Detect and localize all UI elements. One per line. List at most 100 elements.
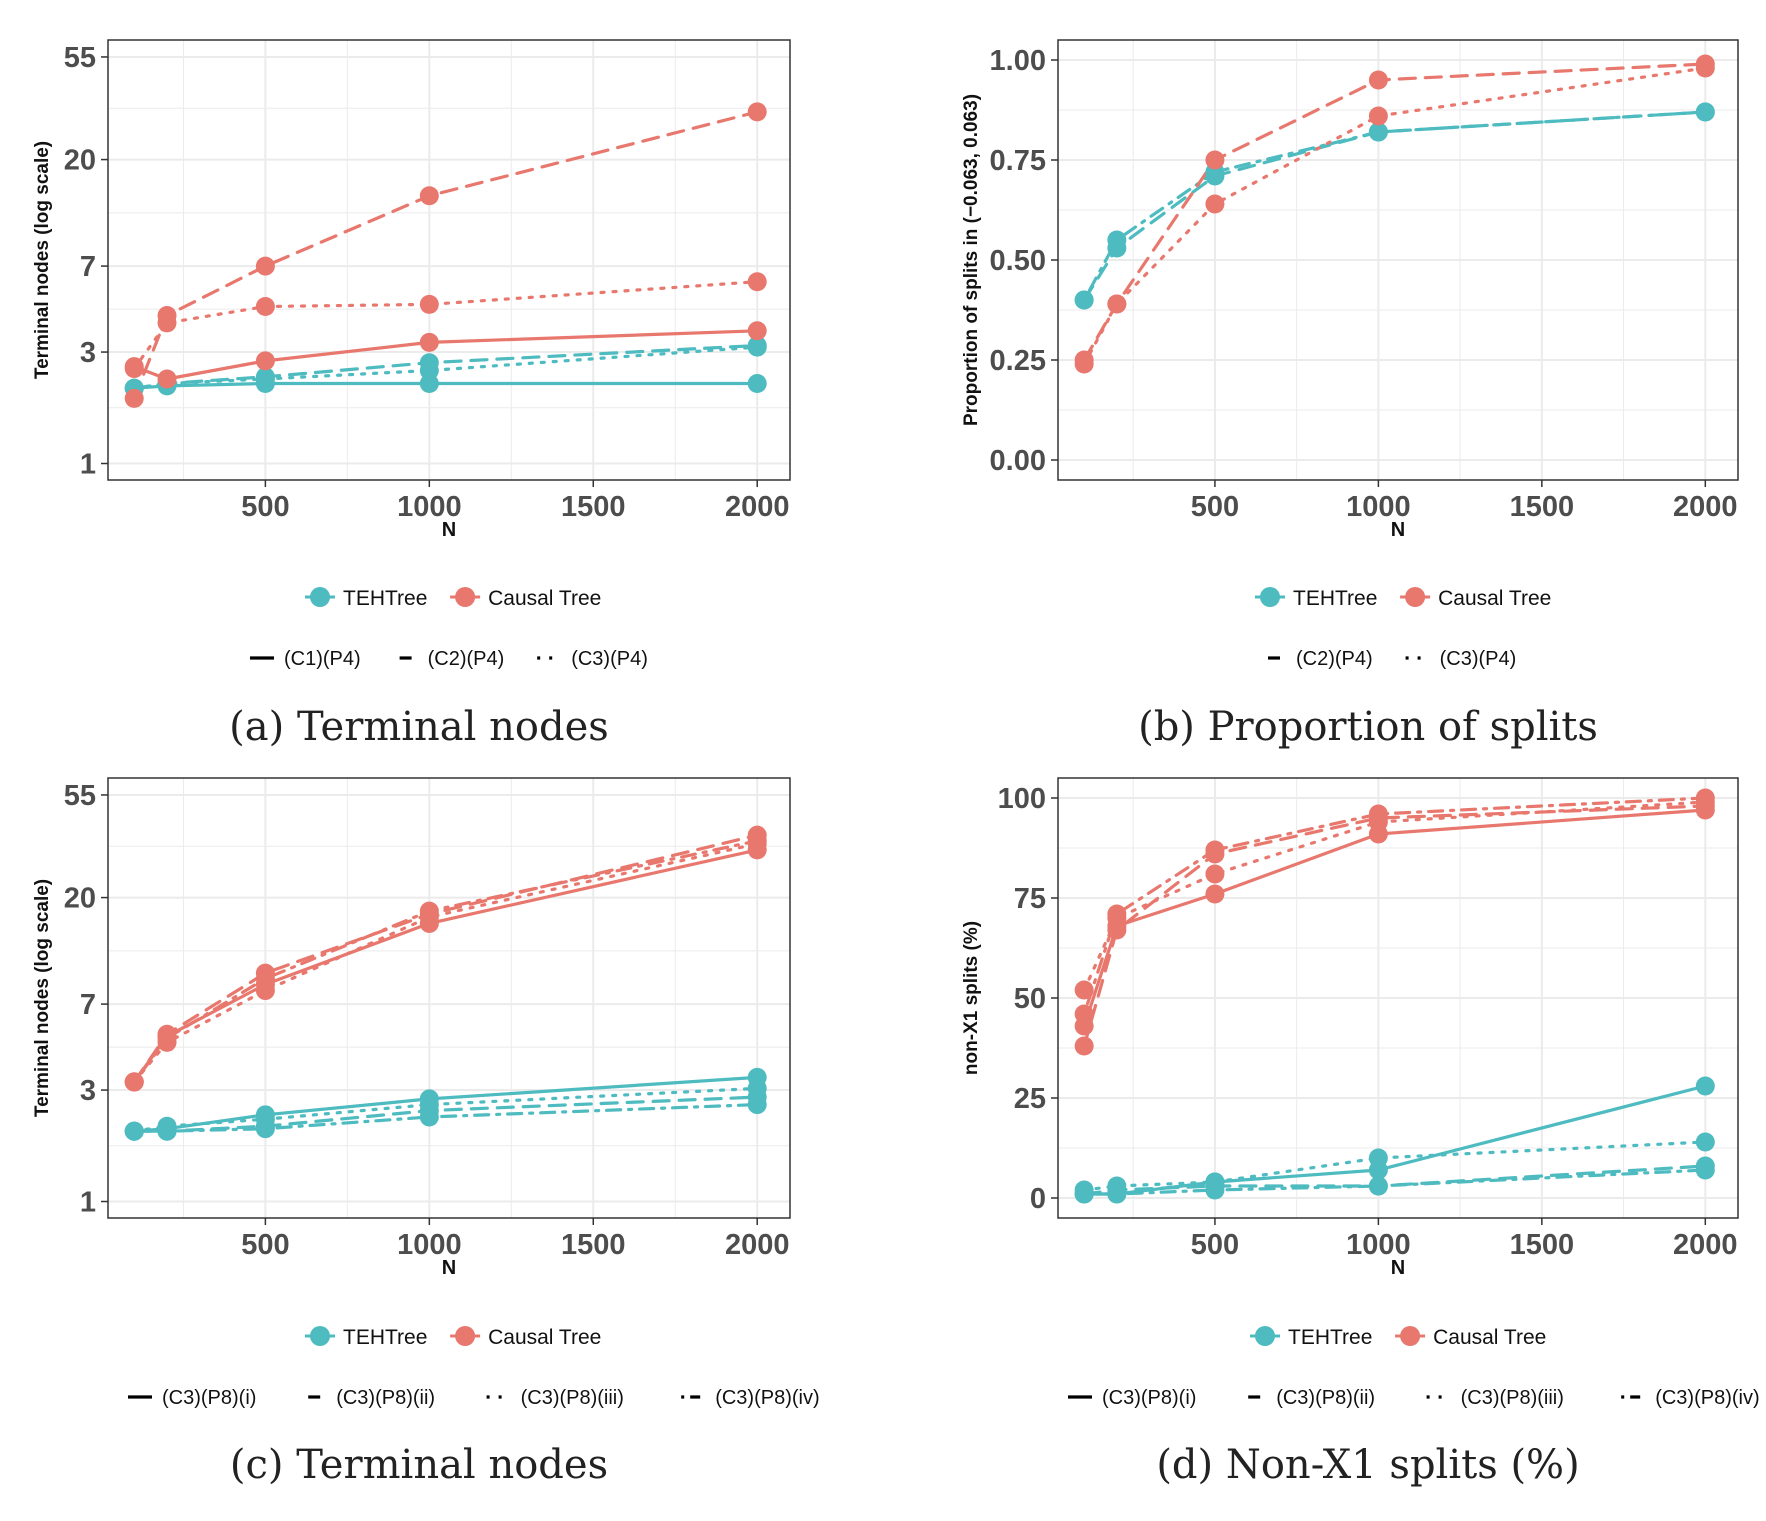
x-tick-label: 1500 [1510, 491, 1575, 523]
data-point [747, 272, 767, 292]
data-point [157, 369, 177, 389]
y-axis-title: Proportion of splits in (−0.063, 0.063) [961, 94, 982, 426]
y-axis-title: non-X1 splits (%) [961, 921, 982, 1075]
legend-label: TEHTree [1288, 1326, 1372, 1349]
legend-key-point [310, 587, 330, 607]
caption: (d) Non-X1 splits (%) [1156, 1442, 1579, 1488]
data-point [419, 294, 439, 314]
x-tick-label: 2000 [725, 1229, 790, 1261]
method-legend: TEHTree Causal Tree [305, 1326, 601, 1349]
legend-key-point [1405, 587, 1426, 607]
linetype-legend: (C3)(P8)(i) (C3)(P8)(ii) (C3)(P8)(iii) (C3)… [1068, 1387, 1760, 1409]
data-point [124, 1072, 144, 1092]
data-point [1695, 1160, 1715, 1180]
data-point [1368, 804, 1388, 824]
linetype-legend: (C3)(P8)(i) (C3)(P8)(ii) (C3)(P8)(iii) (C3)… [128, 1387, 820, 1409]
x-tick-label: 1500 [561, 491, 626, 523]
data-point [1074, 290, 1094, 310]
legend-key-point [455, 1326, 476, 1346]
caption: (b) Proportion of splits [1138, 704, 1598, 750]
panel-a: 500 1000 1500 2000 1 3 7 20 55 N Terminal nodes (l… [32, 39, 791, 750]
grid [1058, 778, 1738, 1218]
data-point [1368, 106, 1388, 126]
data-point [1074, 980, 1094, 1000]
y-tick-label: 75 [1014, 883, 1046, 915]
legend-label: Causal Tree [1433, 1326, 1546, 1349]
legend-label: Causal Tree [488, 587, 601, 610]
data-point [255, 256, 275, 276]
data-point [1695, 102, 1715, 122]
data-point [157, 1121, 177, 1141]
method-legend: TEHTree Causal Tree [305, 587, 601, 610]
legend-label: Causal Tree [488, 1326, 601, 1349]
data-point [124, 388, 144, 408]
data-point [747, 337, 767, 357]
grid [1058, 40, 1738, 480]
panel-b: 500 1000 1500 2000 0.00 0.25 0.50 0.75 1.00 N Prop… [961, 39, 1739, 750]
x-tick-label: 500 [1191, 1229, 1239, 1261]
data-point [419, 901, 439, 921]
y-tick-label: 20 [64, 883, 96, 915]
data-point [1205, 884, 1225, 904]
y-tick-label: 0.00 [990, 445, 1046, 477]
legend-linetype-label: (C3)(P8)(iv) [1655, 1387, 1759, 1409]
data-point [747, 374, 767, 394]
data-point [124, 1121, 144, 1141]
caption: (c) Terminal nodes [230, 1442, 608, 1488]
legend-label: Causal Tree [1438, 587, 1551, 610]
x-tick-label: 1000 [1346, 491, 1411, 523]
y-tick-label: 20 [64, 145, 96, 177]
method-legend: TEHTree Causal Tree [1250, 1326, 1546, 1349]
legend-linetype-label: (C3)(P8)(ii) [1276, 1387, 1375, 1409]
legend-linetype-label: (C2)(P4) [428, 648, 505, 670]
x-tick-label: 1000 [1346, 1229, 1411, 1261]
y-tick-label: 0.25 [990, 345, 1046, 377]
y-tick-label: 50 [1014, 983, 1046, 1015]
data-point [1205, 840, 1225, 860]
data-point [124, 359, 144, 379]
data-point [747, 831, 767, 851]
data-point [1074, 354, 1094, 374]
plot-area [108, 778, 790, 1218]
data-point [1205, 194, 1225, 214]
data-point [747, 321, 767, 341]
legend-linetype-label: (C3)(P8)(i) [162, 1387, 256, 1409]
y-tick-label: 7 [80, 251, 96, 283]
data-point [419, 361, 439, 381]
series-line-causal-tree-dotted [1082, 800, 1707, 992]
legend-key-point [1400, 1326, 1421, 1346]
data-point [1695, 788, 1715, 808]
y-tick-label: 55 [64, 780, 96, 812]
linetype-legend: (C1)(P4) (C2)(P4) (C3)(P4) [250, 648, 648, 670]
y-tick-label: 55 [64, 42, 96, 74]
legend-label: TEHTree [343, 1326, 427, 1349]
plot-area [108, 40, 790, 480]
data-point [255, 369, 275, 389]
x-tick-label: 1000 [397, 491, 462, 523]
data-point [157, 1028, 177, 1048]
data-point [1205, 150, 1225, 170]
y-tick-label: 1 [80, 449, 96, 481]
data-point [747, 1095, 767, 1115]
data-point [1074, 1036, 1094, 1056]
y-tick-label: 1.00 [990, 45, 1046, 77]
y-tick-label: 0.75 [990, 145, 1046, 177]
data-point [1107, 1184, 1127, 1204]
y-tick-label: 0.50 [990, 245, 1046, 277]
y-tick-label: 1 [80, 1187, 96, 1219]
legend-key-point [310, 1326, 330, 1346]
legend-key-point [1255, 1326, 1275, 1346]
panel-border [107, 777, 791, 1219]
x-axis-title: N [1391, 1257, 1405, 1279]
data-point [419, 1107, 439, 1127]
x-tick-label: 1500 [561, 1229, 626, 1261]
legend-label: TEHTree [1293, 587, 1377, 610]
y-axis-title: Terminal nodes (log scale) [32, 879, 53, 1117]
legend-linetype-label: (C3)(P4) [1440, 648, 1517, 670]
x-axis-title: N [442, 1257, 456, 1279]
x-axis-title: N [442, 519, 456, 541]
data-point [255, 297, 275, 317]
legend-key-point [455, 587, 476, 607]
